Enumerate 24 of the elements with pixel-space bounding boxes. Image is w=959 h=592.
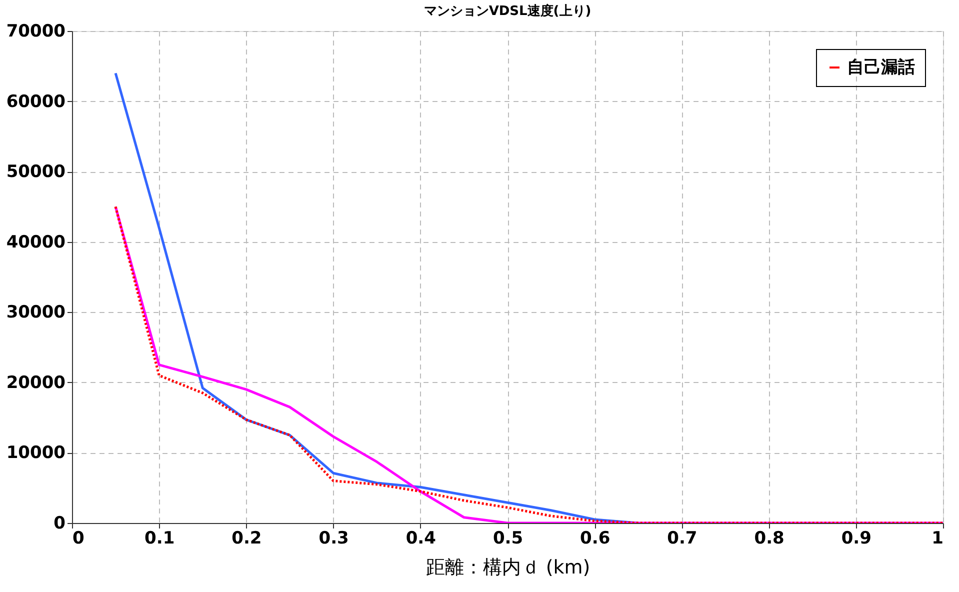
y-tick-label: 0 xyxy=(54,514,66,534)
y-tick-label: 70000 xyxy=(6,22,66,42)
y-tick-label: 60000 xyxy=(6,92,66,112)
line-series xyxy=(114,205,943,523)
y-tick-label: 20000 xyxy=(6,372,66,393)
line-series xyxy=(114,72,640,523)
x-tick-label: 0.7 xyxy=(667,528,698,548)
x-tick-label: 0 xyxy=(72,528,84,548)
y-tick-label: 30000 xyxy=(6,302,66,323)
x-tick-label: 0.5 xyxy=(492,528,524,548)
x-tick-label: 0.6 xyxy=(580,528,610,548)
x-axis-title: 距離：構内ｄ (km) xyxy=(426,556,590,578)
x-tick-label: 0.3 xyxy=(318,528,349,548)
y-tick-label: 10000 xyxy=(6,443,66,464)
y-tick-label: 40000 xyxy=(6,232,66,252)
x-tick-label: 1 xyxy=(932,528,944,548)
chart-title: マンションVDSL速度(上り) xyxy=(424,3,592,19)
y-tick-label: 50000 xyxy=(6,162,66,182)
legend-label: 自己漏話 xyxy=(847,58,915,78)
x-tick-label: 0.9 xyxy=(841,528,872,548)
x-tick-label: 0.8 xyxy=(754,528,784,548)
x-tick-label: 0.1 xyxy=(144,528,175,548)
x-tick-label: 0.4 xyxy=(406,528,436,548)
x-tick-label: 0.2 xyxy=(232,528,262,548)
